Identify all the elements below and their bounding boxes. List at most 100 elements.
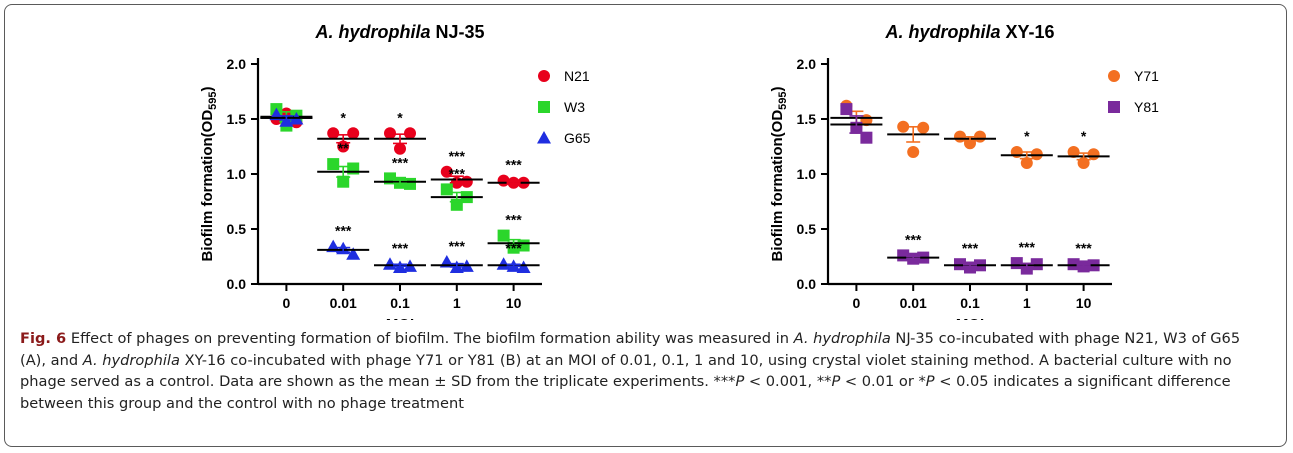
- significance-label: ***: [505, 157, 522, 173]
- data-point-w3: [327, 158, 340, 171]
- data-point-y71: [1067, 146, 1080, 158]
- significance-label: ***: [449, 165, 466, 181]
- data-point-w3: [497, 229, 510, 242]
- chart-title-strain: NJ-35: [430, 22, 484, 42]
- legend-marker-y71: [1108, 70, 1120, 82]
- data-point-g65: [346, 247, 361, 260]
- chart-a: A. hydrophila NJ-35 0.0 0.5 1.0 1.5 2.0 0 0.01 0…: [199, 22, 590, 320]
- data-point-n21: [497, 174, 510, 187]
- caption-text: < 0.01 or *: [840, 373, 926, 390]
- y-axis-label: Biofilm formation(OD595): [199, 86, 219, 261]
- figure-caption: Fig. 6 Effect of phages on preventing fo…: [20, 328, 1270, 414]
- significance-label: ***: [449, 238, 466, 254]
- data-point-y81: [954, 258, 966, 271]
- data-point-y81: [1067, 258, 1080, 271]
- y-axis-label-sub: 595: [207, 91, 219, 109]
- significance-label: ***: [505, 212, 522, 228]
- caption-p: P: [925, 373, 935, 390]
- significance-label: ***: [335, 223, 352, 239]
- data-point-w3: [440, 183, 453, 196]
- data-point-g65: [383, 257, 397, 270]
- y-axis-label: Biofilm formation(OD595): [769, 86, 789, 261]
- legend-marker-g65: [537, 131, 551, 144]
- significance-label: *: [1024, 128, 1030, 144]
- data-point-y71: [907, 146, 920, 158]
- data-point-n21: [394, 142, 406, 155]
- data-point-y81: [860, 131, 873, 144]
- caption-species: A. hydrophila: [793, 330, 891, 347]
- caption-text: XY-16 co-incubated with phage Y71 or Y81…: [20, 351, 1232, 391]
- y-tick-label: 0.0: [227, 276, 247, 292]
- x-tick-label: 0: [283, 295, 291, 311]
- x-tick-label: 0: [853, 295, 861, 311]
- legend-marker-w3: [538, 101, 550, 113]
- significance-label: ***: [392, 154, 409, 170]
- y-axis-label-close: ): [199, 86, 216, 91]
- y-tick-label: 0.5: [227, 221, 247, 237]
- legend-label: N21: [564, 68, 590, 84]
- significance-label: ***: [962, 240, 979, 256]
- chart-title-species: A. hydrophila: [884, 22, 1000, 42]
- data-point-g65: [496, 257, 511, 270]
- y-tick-label: 2.0: [227, 56, 247, 72]
- data-point-n21: [327, 127, 340, 140]
- y-axis-label-main: Biofilm formation(OD: [769, 110, 786, 262]
- x-tick-label: 0.1: [390, 295, 410, 311]
- data-point-y71: [897, 120, 910, 133]
- significance-label: ***: [449, 148, 466, 164]
- x-axis-label: MOI: [956, 316, 984, 320]
- caption-p: P: [735, 373, 745, 390]
- y-tick-label: 1.0: [797, 166, 817, 182]
- caption-text: < 0.001, **: [744, 373, 832, 390]
- data-point-y71: [1020, 157, 1033, 169]
- data-point-w3: [337, 175, 350, 188]
- data-point-y71: [1087, 148, 1100, 161]
- significance-label: ***: [1075, 240, 1092, 256]
- legend-label: Y81: [1134, 99, 1159, 115]
- x-tick-label: 0.01: [330, 295, 357, 311]
- data-point-y81: [840, 103, 853, 116]
- y-tick-label: 1.5: [227, 111, 247, 127]
- y-tick-label: 0.5: [797, 221, 817, 237]
- significance-label: *: [397, 109, 403, 125]
- x-tick-label: 1: [453, 295, 461, 311]
- chart-title-strain: XY-16: [1000, 22, 1054, 42]
- legend-label: W3: [564, 99, 585, 115]
- x-tick-label: 10: [1076, 295, 1092, 311]
- significance-label: ***: [905, 231, 922, 247]
- data-point-n21: [347, 127, 360, 140]
- caption-species: A. hydrophila: [82, 351, 180, 369]
- caption-text: < 0.05 indicates a significant differenc…: [20, 373, 1231, 412]
- chart-b: A. hydrophila XY-16 0.0 0.5 1.0 1.5 2.0 0 0.01 0…: [769, 22, 1159, 320]
- data-point-n21: [404, 127, 416, 140]
- data-point-y81: [1030, 258, 1043, 271]
- y-axis-label-close: ): [769, 86, 786, 91]
- y-tick-label: 2.0: [797, 56, 817, 72]
- caption-text: Effect of phages on preventing formation…: [66, 330, 794, 347]
- y-axis-label-sub: 595: [777, 91, 789, 109]
- x-tick-label: 1: [1023, 295, 1031, 311]
- chart-title-species: A. hydrophila: [314, 22, 430, 42]
- x-axis-label: MOI: [386, 316, 414, 320]
- legend-marker-n21: [538, 70, 550, 82]
- legend-label: Y71: [1134, 68, 1159, 84]
- y-tick-label: 1.0: [227, 166, 247, 182]
- caption-p: P: [831, 373, 841, 390]
- y-axis-label-main: Biofilm formation(OD: [199, 110, 216, 262]
- significance-label: *: [340, 109, 346, 125]
- significance-label: ***: [1019, 239, 1036, 255]
- significance-label: **: [338, 140, 349, 156]
- data-point-y71: [1030, 148, 1043, 161]
- y-tick-label: 0.0: [797, 276, 817, 292]
- significance-label: *: [1081, 128, 1087, 144]
- chart-title: A. hydrophila NJ-35: [314, 22, 484, 42]
- caption-text: NJ-35 co-incubated with phage N21, W3 of…: [20, 330, 1241, 369]
- significance-label: ***: [392, 240, 409, 256]
- figure-frame: [4, 4, 1287, 447]
- legend-label: G65: [564, 130, 590, 146]
- y-tick-label: 1.5: [797, 111, 817, 127]
- chart-title: A. hydrophila XY-16: [884, 22, 1054, 42]
- x-tick-label: 10: [506, 295, 522, 311]
- data-point-y71: [917, 121, 930, 134]
- x-tick-label: 0.1: [960, 295, 980, 311]
